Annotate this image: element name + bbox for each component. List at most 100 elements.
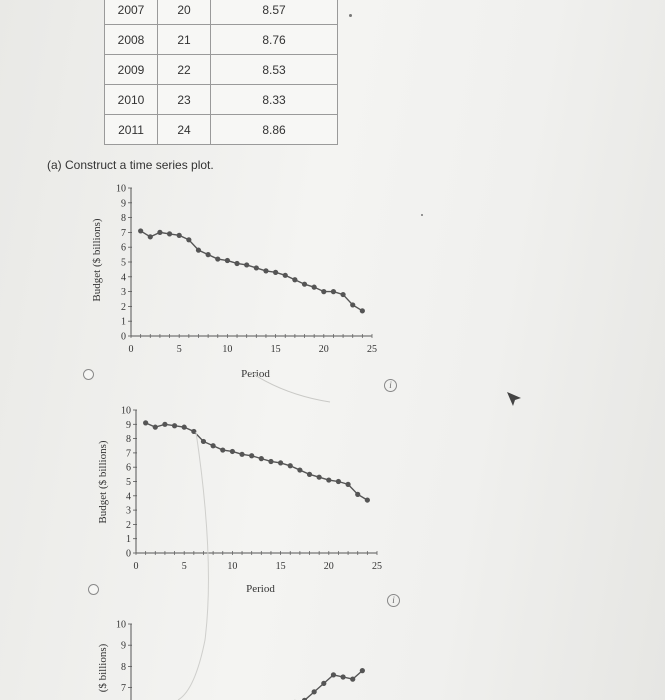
series-line <box>145 422 368 501</box>
speck <box>349 14 352 17</box>
y-tick-label: 7 <box>121 228 126 239</box>
data-point <box>195 247 202 253</box>
data-point <box>263 268 269 274</box>
y-tick-label: 3 <box>121 287 126 298</box>
data-point <box>210 443 216 449</box>
data-point <box>215 256 221 262</box>
y-tick-label: 0 <box>121 332 126 343</box>
data-point <box>273 269 279 275</box>
data-point <box>359 308 365 314</box>
table-cell-period: 20 <box>157 0 211 25</box>
x-tick-label: 20 <box>319 344 329 355</box>
data-point <box>340 291 346 298</box>
info-icon[interactable]: i <box>384 379 397 392</box>
x-tick-label: 0 <box>129 344 134 355</box>
y-tick-label: 5 <box>121 258 126 269</box>
x-tick-label: 15 <box>271 344 281 355</box>
data-point <box>301 697 308 700</box>
data-point <box>244 262 250 268</box>
table-row: 2007 20 8.57 <box>104 0 338 25</box>
data-point <box>359 668 365 674</box>
table-cell-year: 2010 <box>104 84 158 115</box>
table-row: 2010 23 8.33 <box>104 84 338 115</box>
x-tick-label: 5 <box>182 561 187 572</box>
data-point <box>162 421 168 427</box>
table-cell-year: 2007 <box>104 0 158 25</box>
data-point <box>292 277 298 283</box>
data-point <box>166 231 173 237</box>
series-line <box>302 670 363 700</box>
y-axis-label: Budget ($ billions) <box>91 218 103 301</box>
data-point <box>301 281 308 287</box>
table-row: 2008 21 8.76 <box>104 24 338 55</box>
y-tick-label: 4 <box>121 272 126 283</box>
data-point <box>335 478 342 485</box>
data-point <box>200 438 207 445</box>
option-radio-b[interactable] <box>88 584 99 595</box>
y-tick-label: 7 <box>121 683 126 694</box>
y-tick-label: 9 <box>121 641 126 652</box>
data-point <box>171 423 178 429</box>
table-row: 2011 24 8.86 <box>104 114 338 145</box>
table-cell-year: 2008 <box>104 24 158 55</box>
table-cell-budget: 8.86 <box>210 114 338 145</box>
data-point <box>224 257 230 264</box>
table-cell-budget: 8.53 <box>210 54 338 85</box>
y-tick-label: 7 <box>126 448 131 459</box>
data-point <box>205 252 211 258</box>
x-tick-label: 10 <box>227 561 237 572</box>
y-tick-label: 0 <box>126 549 131 560</box>
table-cell-budget: 8.76 <box>210 24 338 55</box>
mouse-pointer-icon <box>507 392 521 406</box>
data-point <box>220 447 226 453</box>
data-point <box>138 228 144 234</box>
y-tick-label: 8 <box>121 213 126 224</box>
data-point <box>181 424 187 430</box>
y-tick-label: 9 <box>121 198 126 209</box>
data-point <box>253 265 259 271</box>
data-point <box>321 680 327 686</box>
y-tick-label: 6 <box>121 243 126 254</box>
speck <box>421 214 423 216</box>
pen-mark <box>249 371 331 403</box>
question-prompt: (a) Construct a time series plot. <box>47 158 214 172</box>
data-point <box>176 232 182 238</box>
data-point <box>321 289 327 295</box>
y-tick-label: 2 <box>126 520 131 531</box>
data-point <box>239 451 245 457</box>
data-point <box>355 491 361 497</box>
data-point <box>268 458 274 465</box>
y-tick-label: 1 <box>121 317 126 328</box>
y-tick-label: 3 <box>126 506 131 517</box>
option-radio-a[interactable] <box>83 369 94 380</box>
y-tick-label: 8 <box>121 662 126 673</box>
data-point <box>350 302 356 308</box>
info-icon[interactable]: i <box>387 594 400 607</box>
y-tick-label: 6 <box>126 463 131 474</box>
data-point <box>311 284 317 290</box>
data-point <box>157 229 163 235</box>
data-table: 2007 20 8.57 2008 21 8.76 2009 22 8.53 2010 23 8.33… <box>104 0 338 145</box>
y-axis-label: ($ billions) <box>97 643 109 692</box>
series-line <box>140 230 363 312</box>
y-tick-label: 10 <box>116 620 126 631</box>
x-tick-label: 5 <box>177 344 182 355</box>
y-tick-label: 2 <box>121 302 126 313</box>
y-tick-label: 10 <box>116 184 126 195</box>
data-point <box>234 260 240 267</box>
data-point <box>330 672 337 678</box>
data-point <box>258 456 264 462</box>
x-axis-label: Period <box>241 368 270 380</box>
x-tick-label: 0 <box>134 561 139 572</box>
data-point <box>282 272 288 278</box>
table-cell-budget: 8.57 <box>210 0 338 25</box>
y-tick-label: 10 <box>121 406 131 417</box>
x-tick-label: 15 <box>276 561 286 572</box>
x-axis-label: Period <box>246 583 275 595</box>
y-axis-label: Budget ($ billions) <box>97 440 109 523</box>
data-point <box>316 474 322 480</box>
data-point <box>229 448 235 455</box>
data-point <box>143 420 149 426</box>
y-tick-label: 9 <box>126 420 131 431</box>
